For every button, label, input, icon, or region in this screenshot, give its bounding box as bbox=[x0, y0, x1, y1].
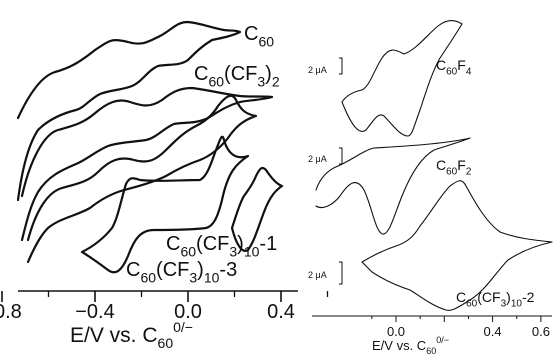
series-label-c60-cf3-2: C60(CF3)2 bbox=[194, 63, 280, 89]
series-label-c60-cf3-10-1: C60(CF3)10-1 bbox=[166, 233, 277, 259]
curve-c60 bbox=[16, 20, 242, 202]
series-label-c60-cf3-10-3: C60(CF3)10-3 bbox=[126, 259, 237, 285]
left-x-axis-label: E/V vs. C600/− bbox=[70, 319, 193, 351]
right-x-tick-labels: 0.0 0.4 0.6 bbox=[387, 324, 550, 339]
left-tick-label: −0.4 bbox=[75, 301, 114, 323]
curve-c60cf3-10-3-second bbox=[230, 166, 284, 252]
right-tick-label: 0.4 bbox=[484, 324, 502, 339]
series-label-c60: C60 bbox=[244, 23, 274, 49]
series-label-c60f4: C60F4 bbox=[436, 57, 472, 78]
curve-c60cf3-2 bbox=[20, 86, 274, 242]
scale-bar-1-label: 2 μA bbox=[308, 65, 327, 75]
curve-c60cf3-10-2 bbox=[361, 180, 553, 311]
curve-c60cf3-10-3 bbox=[80, 135, 250, 274]
right-x-axis-label: E/V vs. C600/− bbox=[372, 335, 449, 356]
curve-c60cf3-10-1 bbox=[26, 94, 258, 264]
right-tick-label: 0.6 bbox=[532, 324, 550, 339]
series-label-c60f2: C60F2 bbox=[436, 157, 472, 178]
scale-bar-3: 2 μA bbox=[308, 261, 343, 285]
scale-bar-3-label: 2 μA bbox=[308, 270, 327, 280]
left-x-tick-labels: −0.8 −0.4 0.0 0.4 bbox=[0, 301, 295, 323]
right-panel: 2 μA 2 μA 2 μA C60F4 C60F2 C60(CF3)10-2 0.… bbox=[308, 19, 553, 356]
left-tick-label: −0.8 bbox=[0, 301, 22, 323]
series-label-c60-cf3-10-2: C60(CF3)10-2 bbox=[456, 289, 535, 310]
scale-bar-2: 2 μA bbox=[308, 147, 343, 165]
left-tick-label: 0.4 bbox=[267, 301, 295, 323]
scale-bar-2-label: 2 μA bbox=[308, 154, 327, 164]
right-series-labels: C60F4 C60F2 C60(CF3)10-2 bbox=[436, 57, 535, 310]
right-tick-label: 0.0 bbox=[387, 324, 405, 339]
left-x-ticks bbox=[1, 291, 329, 302]
left-tick-label: 0.0 bbox=[174, 301, 202, 323]
curve-c60f2 bbox=[315, 137, 471, 235]
curve-c60f4 bbox=[341, 19, 463, 137]
scale-bar-1: 2 μA bbox=[308, 57, 343, 75]
right-x-ticks bbox=[371, 316, 542, 322]
